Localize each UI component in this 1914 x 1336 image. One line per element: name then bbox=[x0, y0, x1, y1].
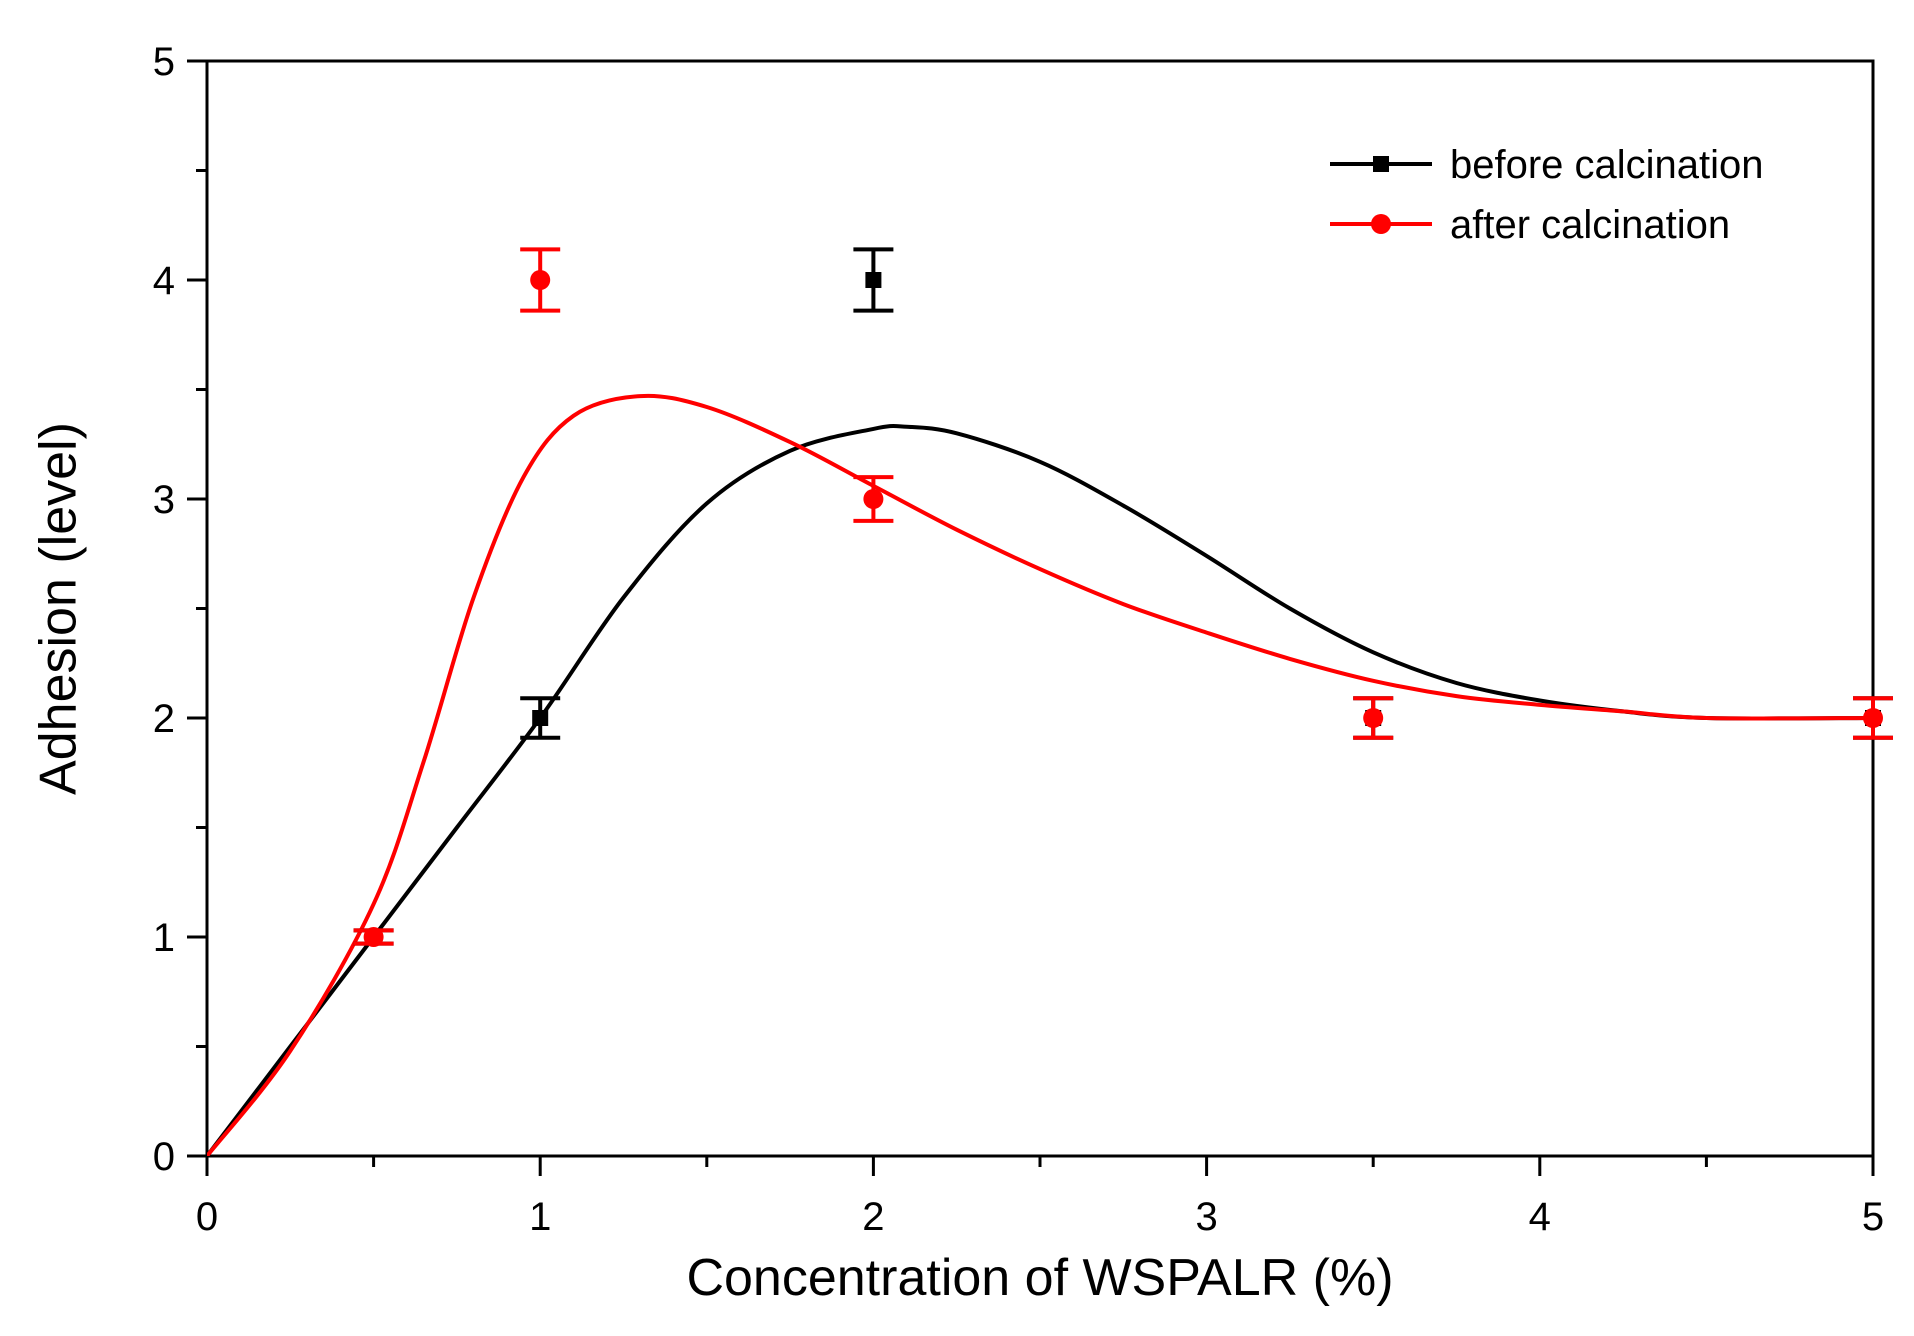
circle-marker bbox=[530, 270, 551, 290]
circle-marker bbox=[863, 489, 884, 509]
square-marker bbox=[532, 710, 549, 726]
x-axis-title: Concentration of WSPALR (%) bbox=[686, 1249, 1393, 1307]
x-tick-label: 3 bbox=[1195, 1195, 1217, 1239]
x-tick-label: 1 bbox=[529, 1195, 551, 1239]
y-axis-title: Adhesion (level) bbox=[30, 422, 88, 795]
circle-marker bbox=[1863, 708, 1883, 728]
after-calcination-fit-curve bbox=[207, 393, 1873, 1156]
after-calcination-data-point bbox=[853, 475, 894, 523]
circle-marker bbox=[1363, 708, 1384, 728]
y-tick-label: 4 bbox=[153, 259, 175, 303]
x-tick-label: 0 bbox=[196, 1195, 218, 1239]
before-calcination-data-point bbox=[520, 696, 561, 740]
axis-ticks bbox=[187, 59, 1875, 1176]
y-tick-label: 1 bbox=[153, 916, 175, 960]
after-calcination-data-point bbox=[1853, 696, 1893, 740]
before-calcination-fit-curve bbox=[207, 424, 1873, 1156]
circle-marker bbox=[363, 927, 384, 947]
legend: before calcination after calcination bbox=[1330, 143, 1764, 247]
y-tick-label: 5 bbox=[153, 40, 175, 84]
x-tick-label: 4 bbox=[1529, 1195, 1551, 1239]
y-tick-label: 0 bbox=[153, 1135, 175, 1179]
legend-entry-after-calcination: after calcination bbox=[1330, 203, 1730, 247]
data-points bbox=[353, 247, 1893, 947]
y-tick-label: 3 bbox=[153, 478, 175, 522]
legend-square-marker bbox=[1373, 156, 1389, 172]
fit-curves bbox=[207, 393, 1873, 1156]
x-tick-label: 2 bbox=[862, 1195, 884, 1239]
after-calcination-data-point bbox=[353, 927, 394, 947]
y-tick-label: 2 bbox=[153, 697, 175, 741]
legend-label: before calcination bbox=[1450, 143, 1764, 187]
legend-entry-before-calcination: before calcination bbox=[1330, 143, 1764, 187]
legend-label: after calcination bbox=[1450, 203, 1730, 247]
square-marker bbox=[865, 272, 882, 288]
after-calcination-data-point bbox=[1353, 696, 1394, 740]
x-tick-label: 5 bbox=[1862, 1195, 1884, 1239]
after-calcination-data-point bbox=[520, 247, 561, 313]
tick-labels: 0 1 2 3 4 5 0 1 2 3 4 5 bbox=[153, 40, 1884, 1239]
before-calcination-data-point bbox=[853, 247, 894, 313]
legend-circle-marker bbox=[1371, 214, 1391, 234]
